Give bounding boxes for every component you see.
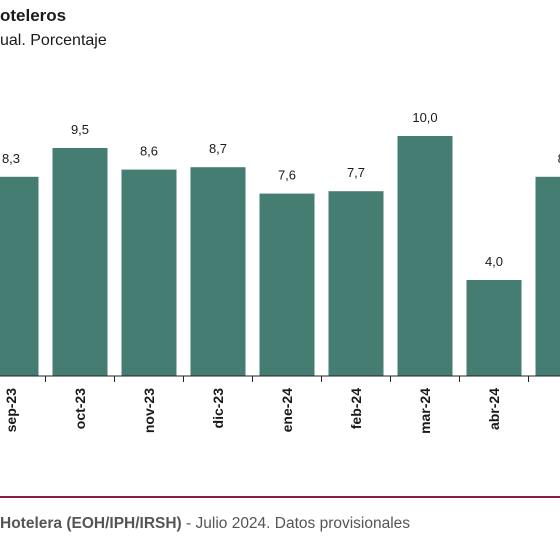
data-label: 8,7 (209, 141, 227, 156)
data-label: 8,3 (2, 151, 20, 166)
chart-title: oteleros (0, 6, 67, 25)
source-detail: - Julio 2024. Datos provisionales (181, 515, 411, 532)
bar-sep-23 (0, 176, 39, 376)
data-label: 10,0 (412, 110, 437, 125)
x-tick-label: dic-23 (210, 388, 226, 429)
source-name: Hotelera (EOH/IPH/IRSH) (0, 515, 182, 532)
data-label: 4,0 (485, 254, 503, 269)
bar-nov-23 (121, 169, 177, 376)
x-tick-label: mar-24 (417, 388, 433, 434)
x-tick-label: sep-23 (3, 388, 19, 433)
x-tick-label: abr-24 (486, 388, 502, 430)
bar-ene-24 (259, 193, 315, 376)
chart-subtitle: ual. Porcentaje (0, 32, 107, 49)
x-tick-label: feb-24 (348, 388, 364, 429)
data-label: 9,5 (71, 122, 89, 137)
bar-mar-24 (397, 136, 453, 376)
x-tick-label: ene-24 (279, 388, 295, 433)
bar-partial (535, 176, 560, 376)
footer-divider (0, 496, 560, 498)
bar-abr-24 (466, 280, 522, 376)
bar-oct-23 (52, 148, 108, 376)
bar-dic-23 (190, 167, 246, 376)
x-tick-label: oct-23 (72, 388, 88, 429)
data-label: 7,7 (347, 165, 365, 180)
data-label: 7,6 (278, 168, 296, 183)
data-label: 8,6 (140, 144, 158, 159)
x-tick-label: nov-23 (141, 388, 157, 433)
bar-feb-24 (328, 191, 384, 376)
data-label: 8, (558, 151, 560, 166)
source-note: Hotelera (EOH/IPH/IRSH) - Julio 2024. Da… (0, 515, 410, 533)
